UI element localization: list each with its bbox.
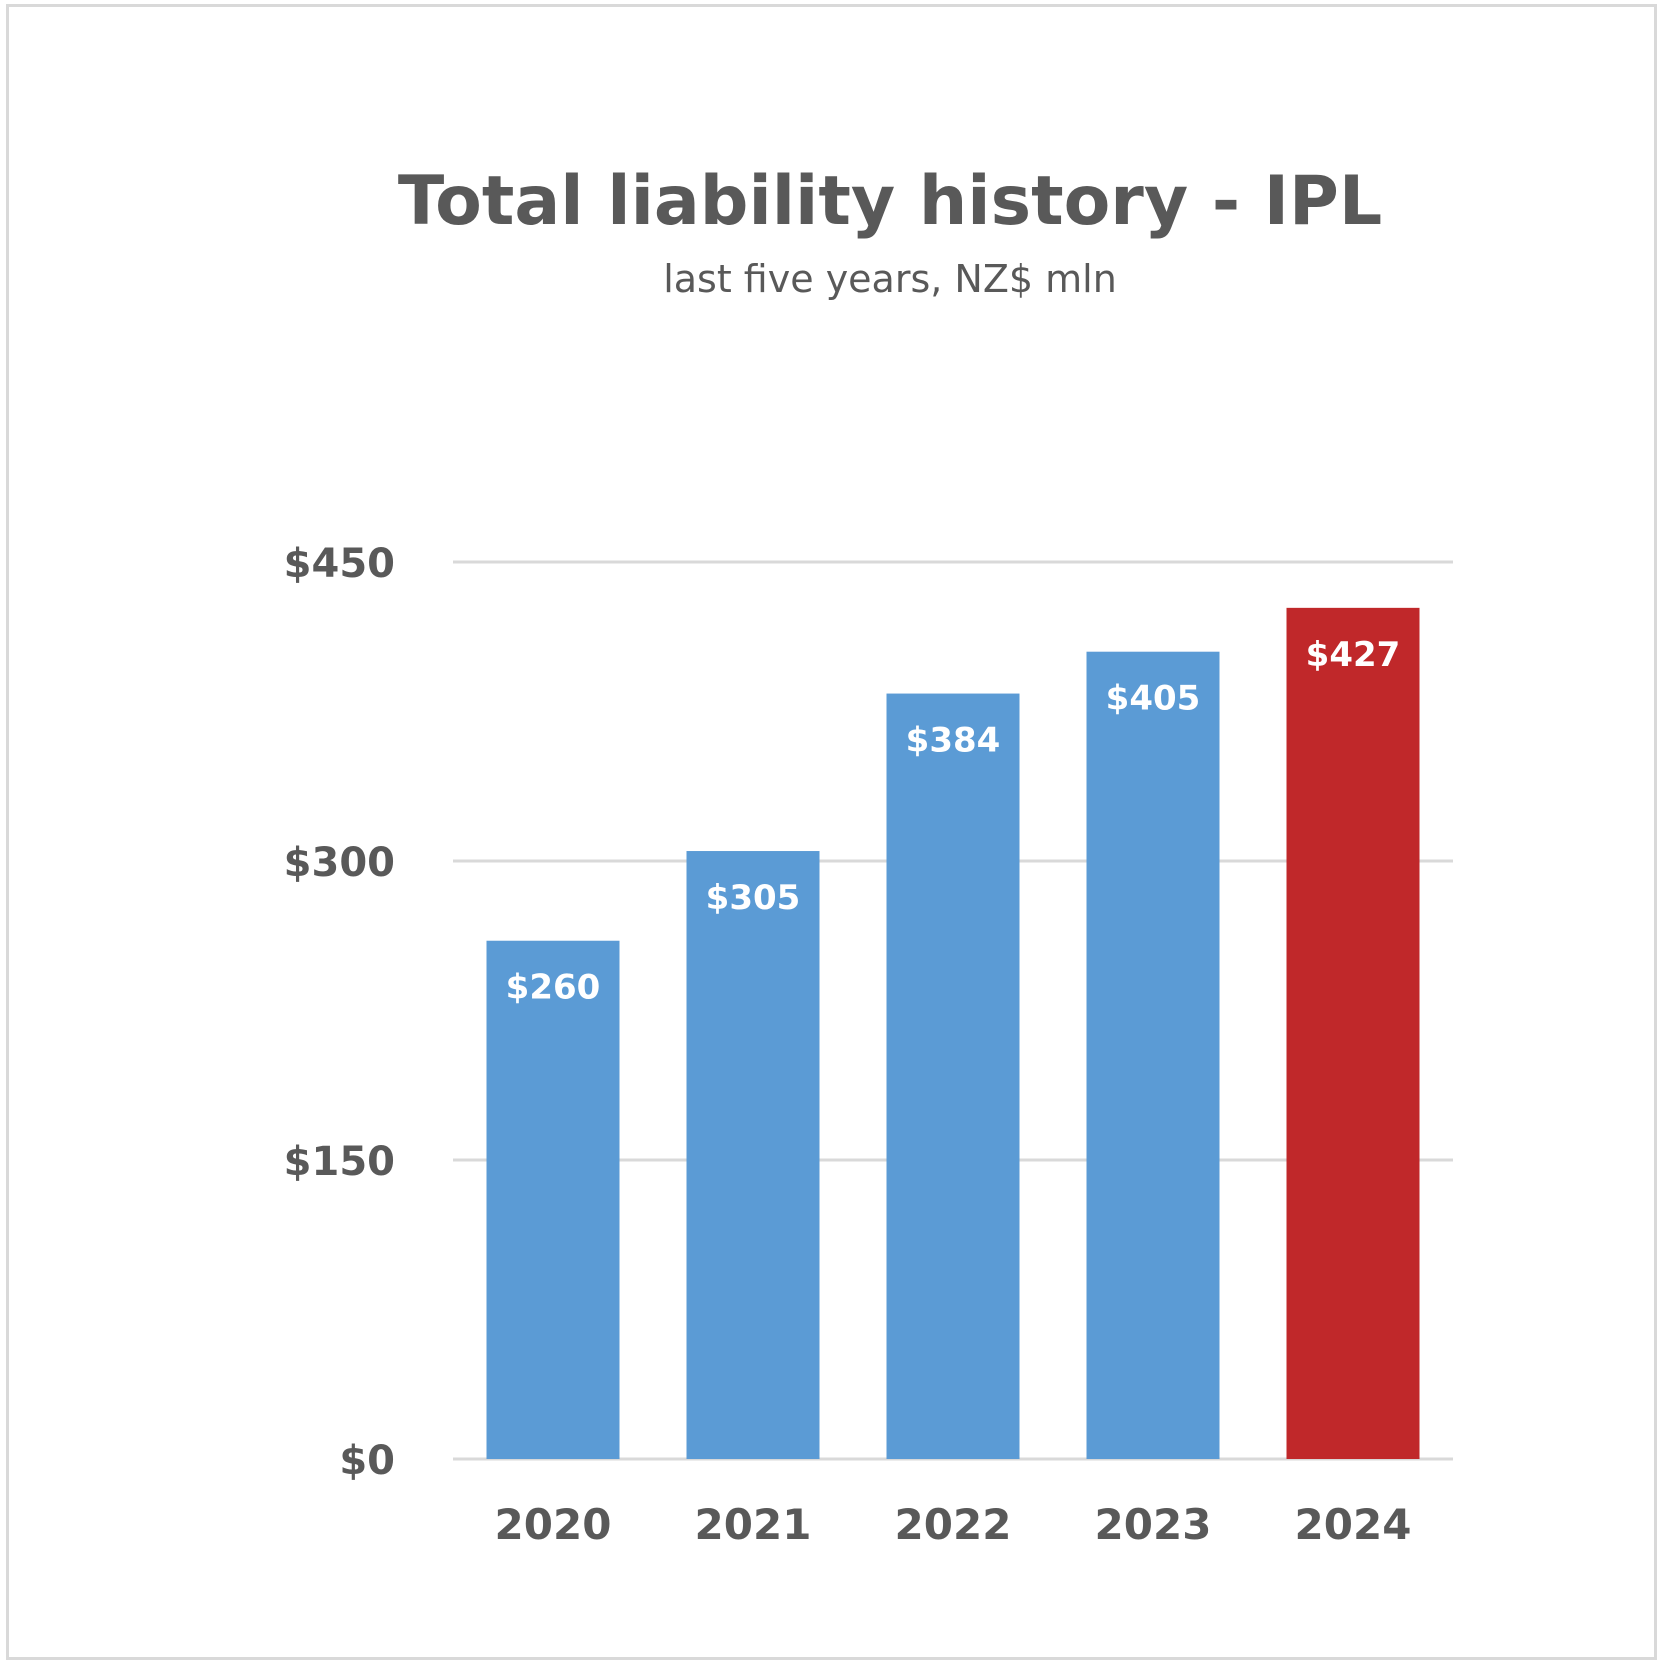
bar-2022 <box>886 693 1020 1459</box>
x-tick-label-2020: 2020 <box>495 1500 612 1549</box>
chart-title: Total liability history - IPL <box>398 162 1382 241</box>
bar-2020 <box>486 940 620 1459</box>
bars <box>486 607 1420 1459</box>
y-tick-label: $0 <box>339 1438 395 1484</box>
y-tick-label: $300 <box>284 840 395 886</box>
data-label-2020: $260 <box>506 968 601 1008</box>
data-label-2022: $384 <box>906 721 1001 761</box>
x-tick-label-2023: 2023 <box>1095 1500 1212 1549</box>
chart-subtitle: last five years, NZ$ mln <box>663 257 1117 301</box>
bar-2023 <box>1086 651 1220 1459</box>
bar-2024 <box>1286 607 1420 1459</box>
data-label-2023: $405 <box>1106 679 1201 719</box>
y-tick-label: $450 <box>284 541 395 587</box>
x-tick-label-2024: 2024 <box>1295 1500 1412 1549</box>
y-axis-ticks: $0 $150 $300 $450 <box>284 541 395 1484</box>
y-tick-label: $150 <box>284 1139 395 1185</box>
data-labels: $260 $305 $384 $405 $427 <box>506 635 1401 1008</box>
x-tick-label-2021: 2021 <box>695 1500 812 1549</box>
data-label-2024: $427 <box>1306 635 1401 675</box>
x-tick-label-2022: 2022 <box>895 1500 1012 1549</box>
x-axis-ticks: 2020 2021 2022 2023 2024 <box>495 1500 1412 1549</box>
data-label-2021: $305 <box>706 878 801 918</box>
bar-2021 <box>686 851 820 1459</box>
